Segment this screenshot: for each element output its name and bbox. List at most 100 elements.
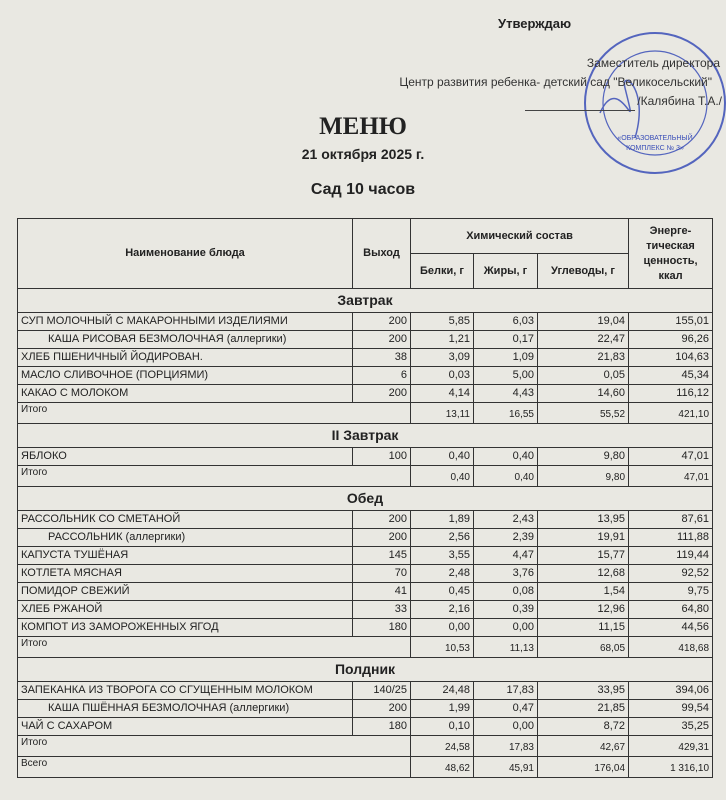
dish-name: РАССОЛЬНИК СО СМЕТАНОЙ [17,510,353,529]
section-total-row-label: Итого [17,465,411,487]
output-value: 200 [352,384,411,403]
carbs-value: 0,05 [536,366,630,385]
dish-name: ЗАПЕКАНКА ИЗ ТВОРОГА СО СГУЩЕННЫМ МОЛОКО… [17,681,353,700]
dish-name: ПОМИДОР СВЕЖИЙ [17,582,353,601]
table-row: РАССОЛЬНИК (аллергики) 200 2,56 2,39 19,91 11… [17,528,714,547]
fat-value: 4,43 [473,384,538,403]
official-stamp: «ОБРАЗОВАТЕЛЬНЫЙ КОМПЛЕКС № 3» [580,28,726,183]
table-row: КАША РИСОВАЯ БЕЗМОЛОЧНАЯ (аллергики) 200 1… [17,330,714,349]
protein-value: 1,99 [410,699,474,718]
output-value: 200 [352,312,411,331]
dish-name: КАКАО С МОЛОКОМ [17,384,353,403]
output-value: 145 [352,546,411,565]
energy-value: 99,54 [628,699,714,718]
protein-value: 2,56 [410,528,474,547]
protein-value: 1,89 [410,510,474,529]
output-value: 6 [352,366,411,385]
grand-total-row: Всего 48,62 45,91 176,04 1 316,10 [17,756,714,778]
dish-name: КАША РИСОВАЯ БЕЗМОЛОЧНАЯ (аллергики) [17,330,353,349]
output-value: 41 [352,582,411,601]
section-total-row-label: Итого [17,636,411,658]
protein-value: 13,11 [410,402,474,424]
svg-text:«ОБРАЗОВАТЕЛЬНЫЙ: «ОБРАЗОВАТЕЛЬНЫЙ [617,133,692,142]
fat-value: 3,76 [473,564,538,583]
energy-value: 92,52 [628,564,714,583]
deputy-title: Заместитель директора [586,56,720,70]
section-title: Обед [16,486,714,511]
fat-value: 6,03 [473,312,538,331]
carbs-value: 68,05 [536,636,630,658]
output-value: 180 [352,618,411,637]
table-row: КАША ПШЁННАЯ БЕЗМОЛОЧНАЯ (аллергики) 200 1… [17,699,714,718]
carbs-value: 33,95 [536,681,630,700]
section-header-row: Обед [16,486,714,511]
energy-value: 44,56 [628,618,714,637]
fat-value: 0,40 [473,447,538,466]
carbs-value: 9,80 [536,447,630,466]
carbs-value: 22,47 [536,330,630,349]
energy-value: 421,10 [628,402,714,424]
fat-value: 0,08 [473,582,538,601]
output-value: 70 [352,564,411,583]
fat-value: 11,13 [473,636,538,658]
protein-value: 10,53 [410,636,474,658]
header-energy: Энерге-тическая ценность, ккал [628,218,714,289]
energy-value: 45,34 [628,366,714,385]
table-row: ХЛЕБ РЖАНОЙ 33 2,16 0,39 12,96 64,80 [17,600,714,619]
protein-value: 0,40 [410,465,474,487]
energy-value: 111,88 [628,528,714,547]
energy-value: 418,68 [628,636,714,658]
organization-name: Центр развития ребенка- детский сад "Вел… [399,75,712,89]
fat-value: 2,43 [473,510,538,529]
carbs-value: 12,68 [536,564,630,583]
dish-name: КАПУСТА ТУШЁНАЯ [17,546,353,565]
protein-value: 48,62 [410,756,474,778]
menu-table: Наименование блюда Выход Химический сост… [16,218,714,778]
carbs-value: 19,91 [536,528,630,547]
carbs-value: 12,96 [536,600,630,619]
protein-value: 0,40 [410,447,474,466]
carbs-value: 13,95 [536,510,630,529]
protein-value: 0,03 [410,366,474,385]
energy-value: 47,01 [628,465,714,487]
section-title: Завтрак [16,288,714,313]
output-value: 38 [352,348,411,367]
protein-value: 2,16 [410,600,474,619]
table-row: КОТЛЕТА МЯСНАЯ 70 2,48 3,76 12,68 92,52 [17,564,714,583]
fat-value: 5,00 [473,366,538,385]
protein-value: 0,10 [410,717,474,736]
protein-value: 2,48 [410,564,474,583]
section-total-row: Итого 13,11 16,55 55,52 421,10 [17,402,714,424]
output-value: 200 [352,699,411,718]
output-value: 200 [352,330,411,349]
energy-value: 119,44 [628,546,714,565]
fat-value: 0,00 [473,618,538,637]
fat-value: 0,17 [473,330,538,349]
fat-value: 0,39 [473,600,538,619]
energy-value: 155,01 [628,312,714,331]
header-protein: Белки, г [410,253,474,289]
carbs-value: 176,04 [536,756,630,778]
protein-value: 4,14 [410,384,474,403]
energy-value: 87,61 [628,510,714,529]
protein-value: 0,45 [410,582,474,601]
section-header-row: II Завтрак [16,423,714,448]
section-total-row: Итого 24,58 17,83 42,67 429,31 [17,735,714,757]
fat-value: 0,40 [473,465,538,487]
carbs-value: 15,77 [536,546,630,565]
grand-total-row-label: Всего [17,756,411,778]
energy-value: 104,63 [628,348,714,367]
carbs-value: 19,04 [536,312,630,331]
table-row: КАКАО С МОЛОКОМ 200 4,14 4,43 14,60 116,12 [17,384,714,403]
header-carbs: Углеводы, г [536,253,630,289]
carbs-value: 11,15 [536,618,630,637]
section-title: Полдник [16,657,714,682]
group-name: Сад 10 часов [310,181,416,198]
dish-name: ХЛЕБ ПШЕНИЧНЫЙ ЙОДИРОВАН. [17,348,353,367]
carbs-value: 21,85 [536,699,630,718]
protein-value: 5,85 [410,312,474,331]
protein-value: 24,58 [410,735,474,757]
dish-name: ХЛЕБ РЖАНОЙ [17,600,353,619]
section-total-row-label: Итого [17,735,411,757]
energy-value: 116,12 [628,384,714,403]
